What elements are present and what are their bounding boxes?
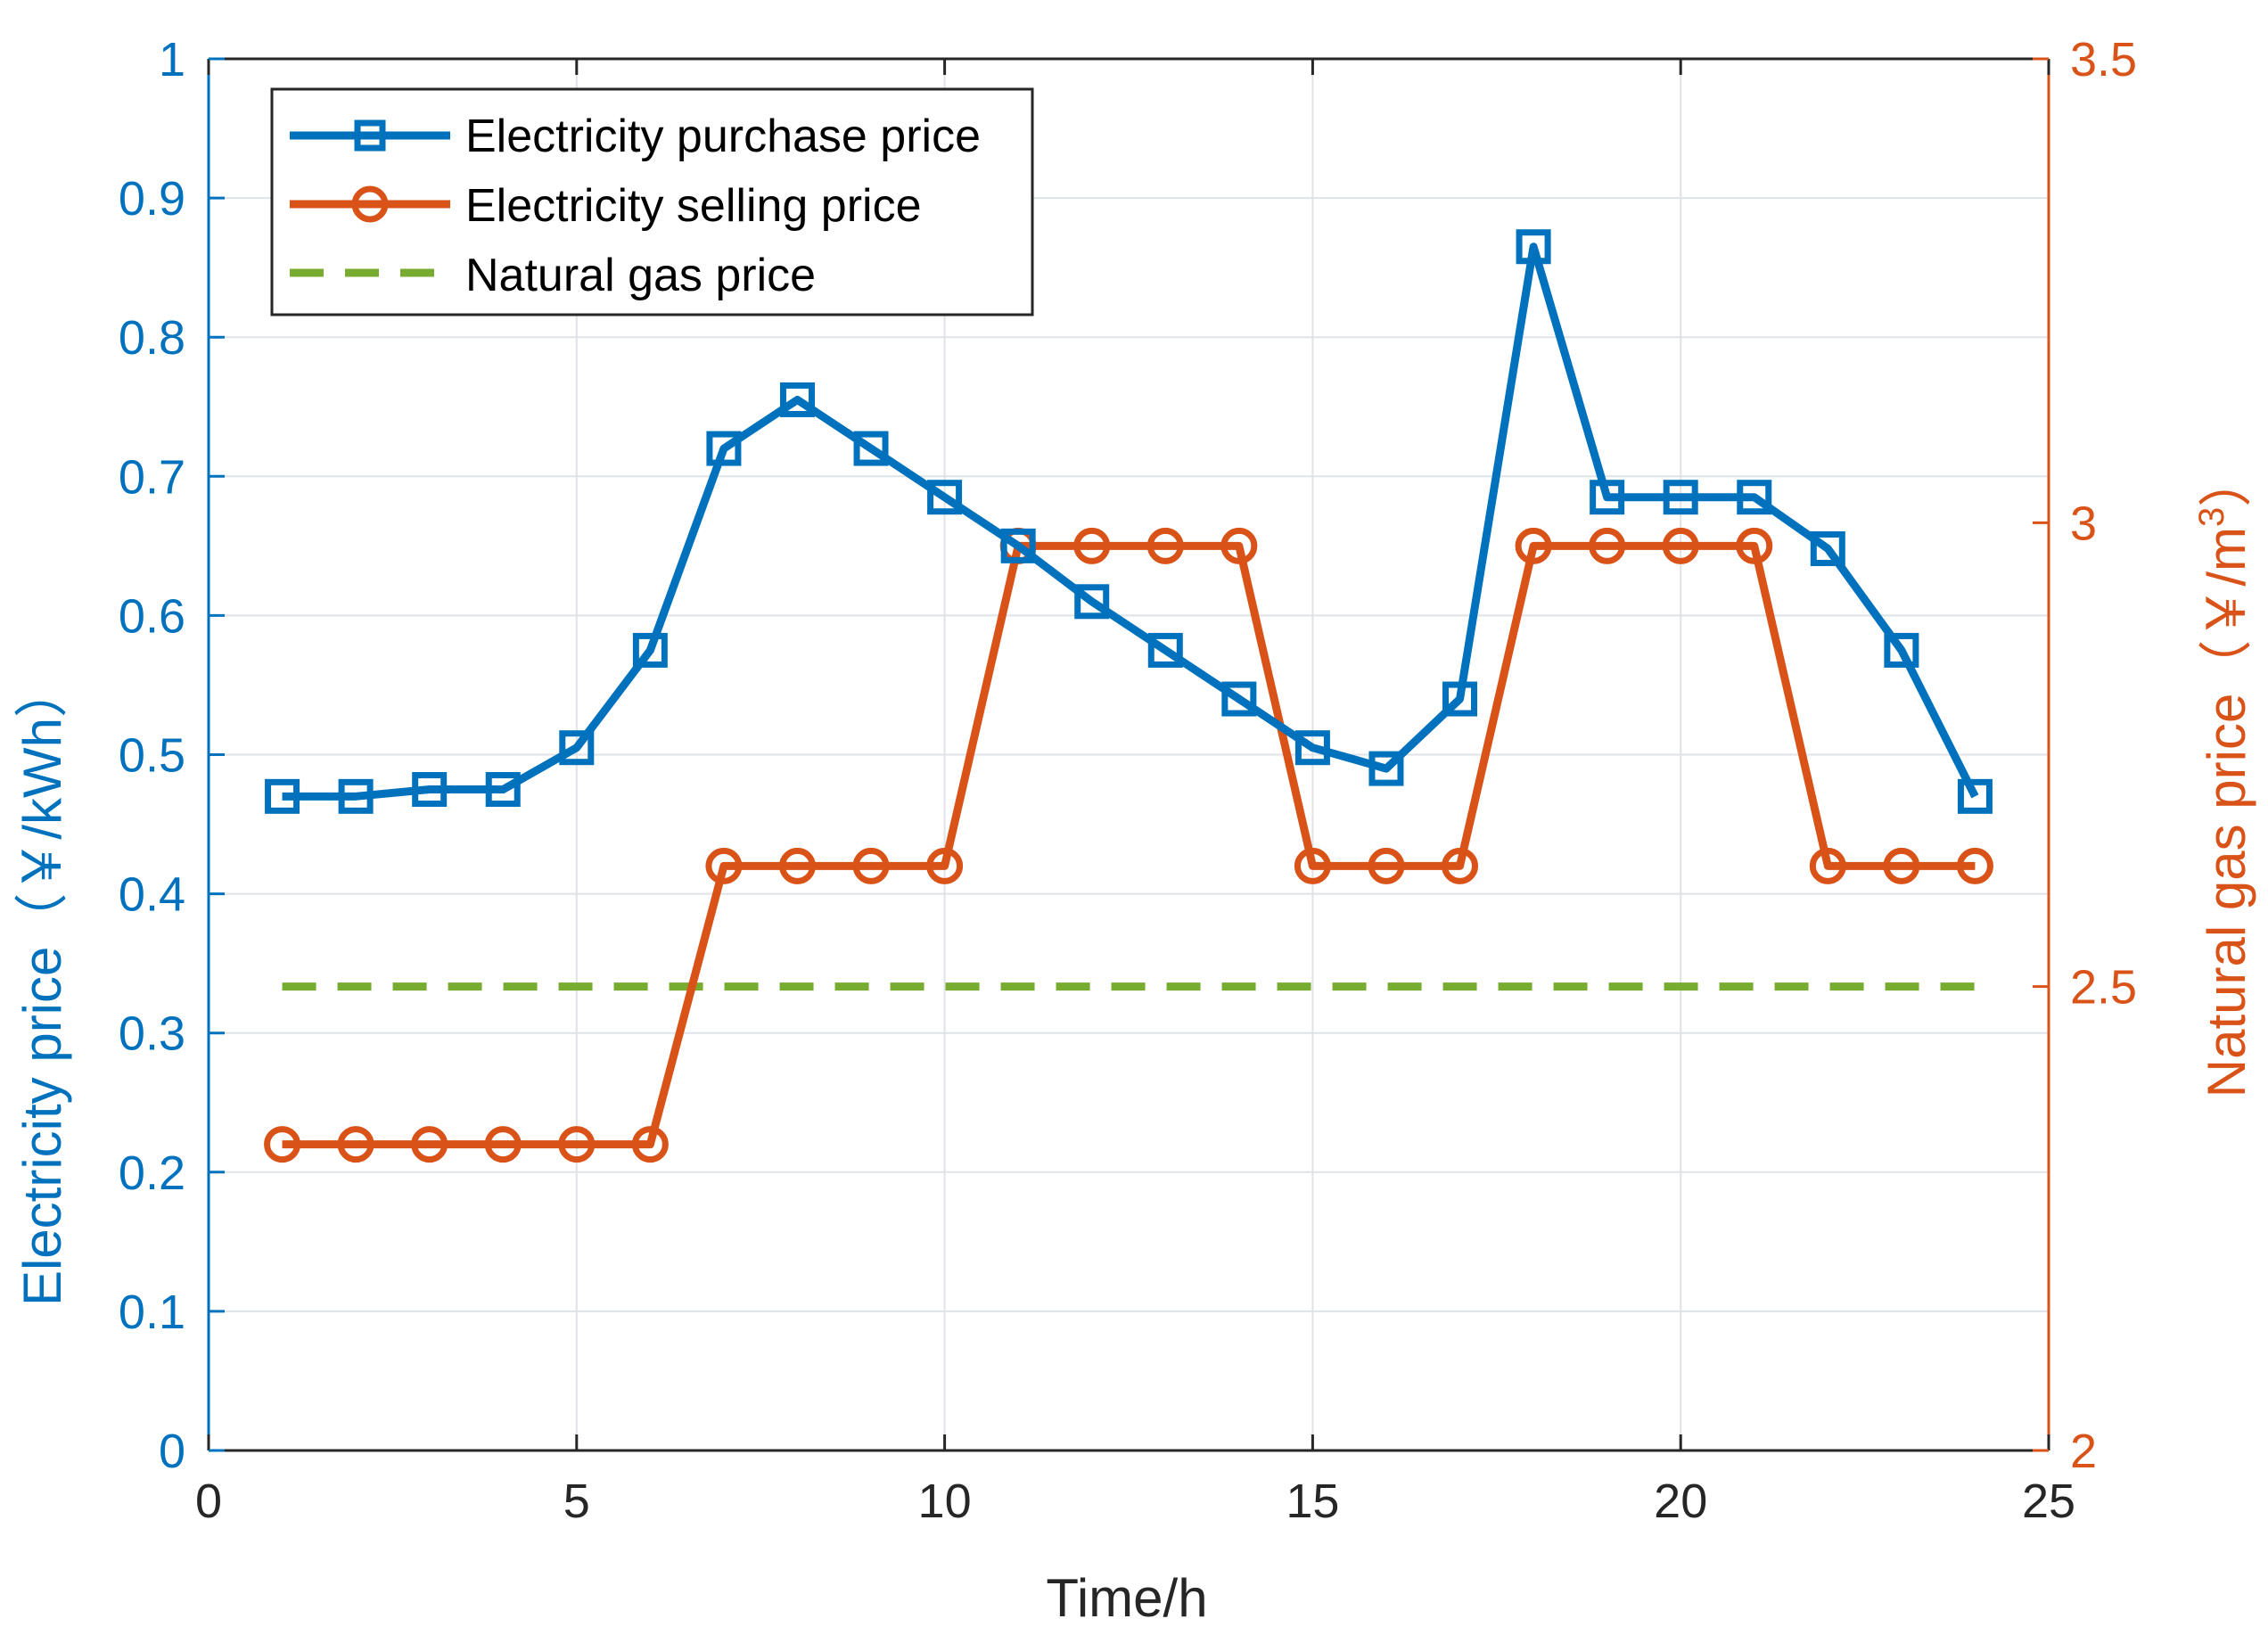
data-point-square xyxy=(338,778,374,814)
data-point-square xyxy=(706,431,742,466)
data-point-circle xyxy=(852,847,890,884)
legend-marker-square xyxy=(354,119,386,152)
x-tick-label: 20 xyxy=(1654,1475,1707,1528)
data-point-square xyxy=(1074,584,1110,620)
data-point-square xyxy=(632,632,668,668)
data-point-circle xyxy=(1736,527,1773,564)
data-point-square xyxy=(1368,751,1404,786)
x-tick-label: 0 xyxy=(195,1475,222,1528)
data-point-square xyxy=(1294,730,1330,766)
grid xyxy=(209,59,2049,1450)
right-axis-title-close: ） xyxy=(2197,454,2256,507)
data-point-circle xyxy=(1368,847,1405,884)
data-point-square xyxy=(779,382,815,417)
tick-labels: 0 5 10 15 20 25 0 0.1 0.2 0.3 0.4 0.5 0.6 0.7 0.8 0.9 1 2… xyxy=(119,33,2137,1528)
data-point-circle xyxy=(558,1126,596,1163)
x-axis-title: Time/h xyxy=(1046,1568,1207,1627)
right-axis-title-base: Natural gas price（￥/m xyxy=(2197,527,2256,1097)
left-tick-label: 0.2 xyxy=(119,1146,185,1200)
left-tick-label: 0 xyxy=(159,1425,185,1478)
right-tick-label: 3 xyxy=(2070,497,2097,550)
data-point-circle xyxy=(484,1126,522,1163)
series-electricity-selling-price xyxy=(264,527,1993,1163)
data-point-circle xyxy=(1956,847,1993,884)
data-point-circle xyxy=(778,847,816,884)
data-point-square xyxy=(412,772,448,808)
right-tick-label: 2.5 xyxy=(2070,961,2137,1015)
legend: Electricity purchase price Electricity s… xyxy=(270,87,1034,316)
data-point-square xyxy=(1516,229,1551,265)
right-tick-label: 3.5 xyxy=(2070,33,2137,86)
data-point-circle xyxy=(1589,527,1626,564)
data-point-square xyxy=(1957,778,1993,814)
data-point-circle xyxy=(631,1126,669,1163)
data-point-circle xyxy=(264,1126,301,1163)
legend-marker-circle xyxy=(351,185,389,223)
legend-label-gas: Natural gas price xyxy=(465,250,816,301)
data-point-square xyxy=(853,431,889,466)
data-point-circle xyxy=(1515,527,1552,564)
data-point-square xyxy=(927,480,963,515)
series-electricity-purchase-price xyxy=(265,229,1993,814)
data-point-square xyxy=(1810,530,1845,566)
data-point-circle xyxy=(1146,527,1184,564)
x-tick-label: 10 xyxy=(918,1475,972,1528)
left-tick-label: 0.4 xyxy=(119,868,185,922)
left-axis-title: Electricity price（￥/kWh） xyxy=(12,664,72,1306)
data-point-circle xyxy=(1073,527,1111,564)
left-tick-label: 0.3 xyxy=(119,1007,185,1061)
left-tick-label: 0.7 xyxy=(119,450,185,504)
data-point-square xyxy=(1000,528,1036,563)
data-point-square xyxy=(1884,632,1919,668)
data-point-circle xyxy=(1220,527,1258,564)
data-point-square xyxy=(485,772,521,808)
data-point-circle xyxy=(411,1126,448,1163)
legend-label-selling: Electricity selling price xyxy=(465,180,922,232)
axes xyxy=(207,57,2050,1452)
data-point-square xyxy=(559,730,595,766)
data-point-square xyxy=(265,778,300,814)
legend-entry-selling: Electricity selling price xyxy=(290,180,922,232)
right-tick-label: 2 xyxy=(2070,1425,2097,1478)
data-point-circle xyxy=(1883,847,1920,884)
left-tick-label: 0.8 xyxy=(119,311,185,365)
x-tick-label: 5 xyxy=(563,1475,590,1528)
left-tick-label: 1 xyxy=(159,33,185,86)
data-point-circle xyxy=(337,1126,374,1163)
data-point-circle xyxy=(1809,847,1846,884)
data-point-circle xyxy=(1442,847,1479,884)
legend-label-purchase: Electricity purchase price xyxy=(465,111,981,162)
data-point-circle xyxy=(1662,527,1699,564)
left-tick-label: 0.5 xyxy=(119,729,185,783)
data-point-square xyxy=(1442,681,1478,717)
right-axis-title-superscript: 3 xyxy=(2192,507,2231,527)
x-tick-label: 15 xyxy=(1286,1475,1339,1528)
data-point-square xyxy=(1221,681,1257,717)
legend-entry-gas: Natural gas price xyxy=(290,250,816,301)
legend-entry-purchase: Electricity purchase price xyxy=(290,111,981,162)
left-tick-label: 0.9 xyxy=(119,172,185,226)
x-tick-label: 25 xyxy=(2022,1475,2075,1528)
right-axis-title: Natural gas price（￥/m3） xyxy=(2192,454,2256,1097)
data-point-square xyxy=(1590,480,1625,515)
data-point-circle xyxy=(705,847,743,884)
data-point-square xyxy=(1663,480,1698,515)
data-point-circle xyxy=(926,847,964,884)
data-point-square xyxy=(1737,480,1772,515)
data-point-circle xyxy=(1294,847,1331,884)
left-tick-label: 0.1 xyxy=(119,1286,185,1339)
left-tick-label: 0.6 xyxy=(119,589,185,643)
data-point-square xyxy=(1147,632,1183,668)
plot-series xyxy=(264,229,1993,1163)
